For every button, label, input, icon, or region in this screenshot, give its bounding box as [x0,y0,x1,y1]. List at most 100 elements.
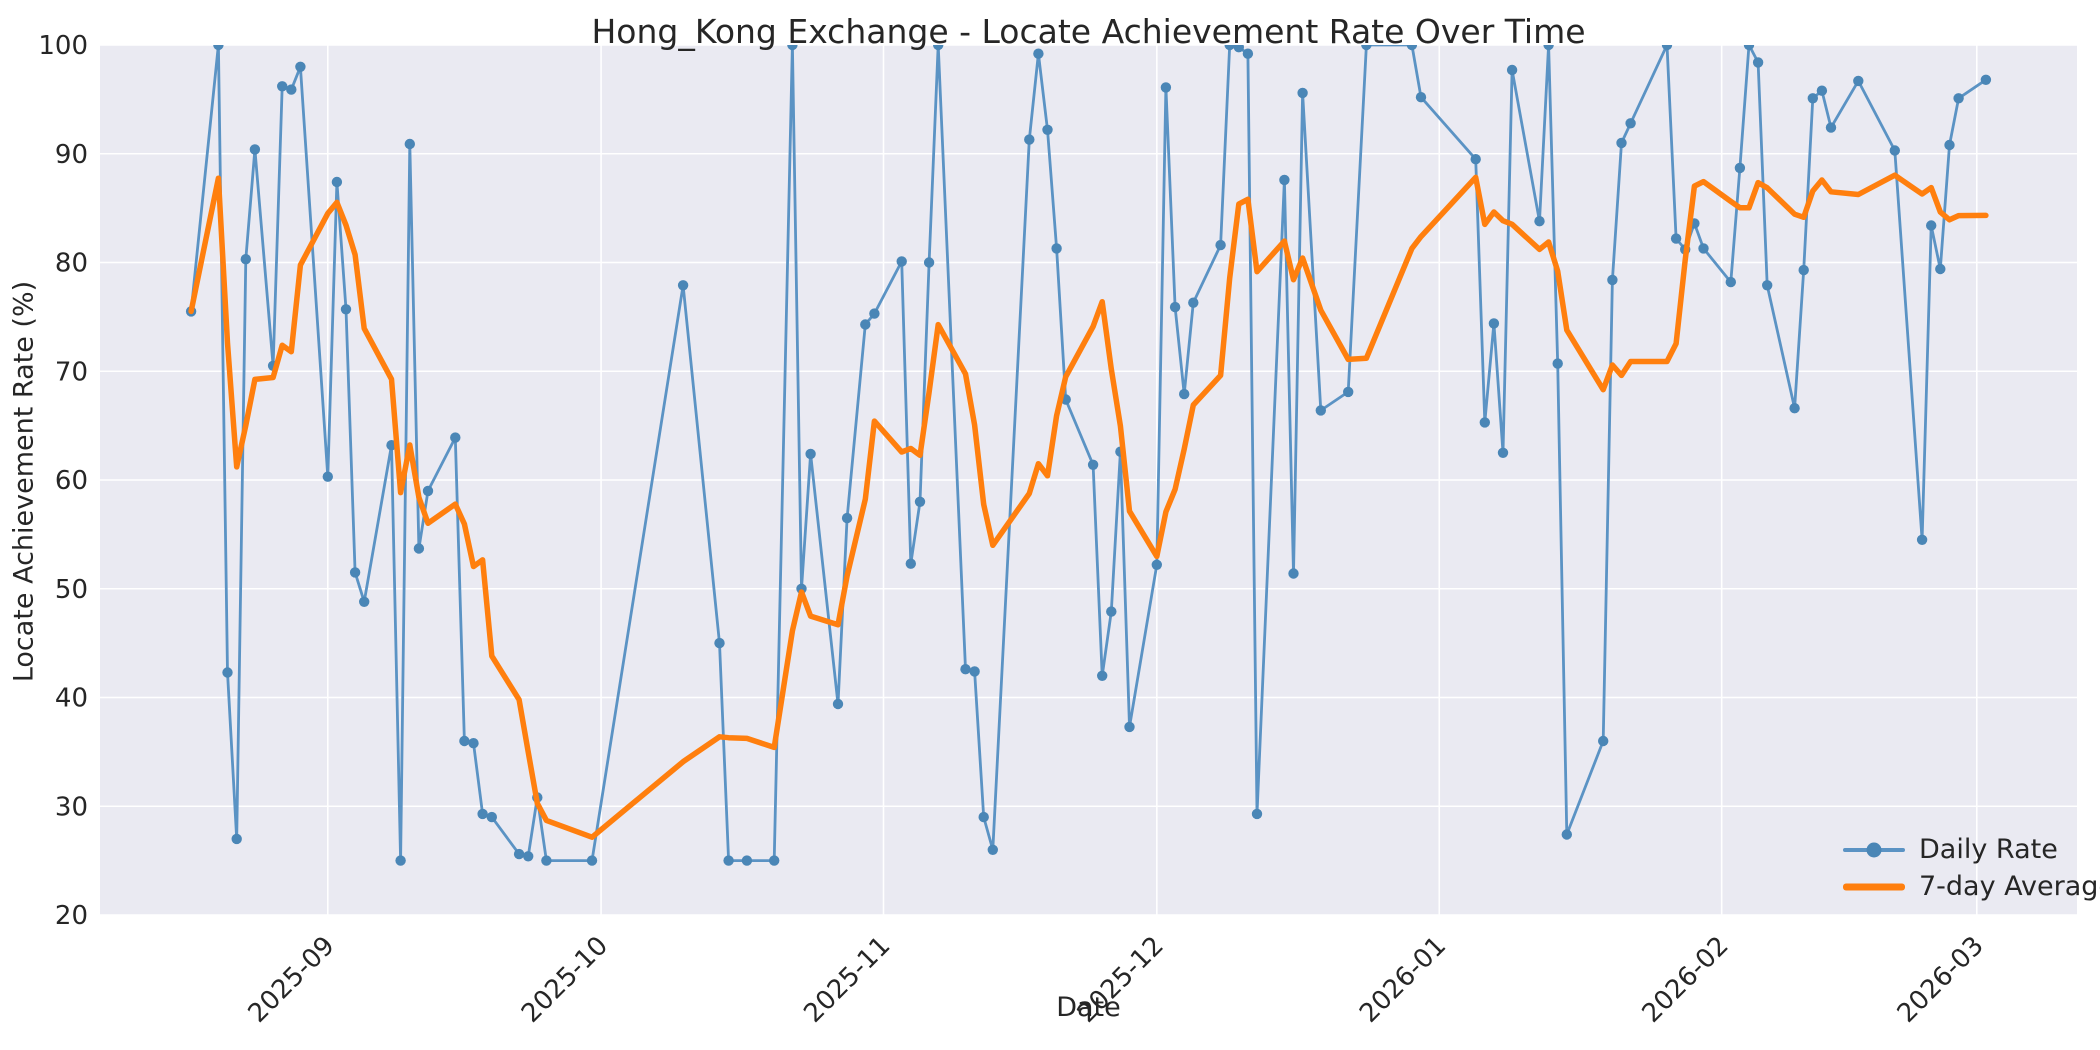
daily-rate-marker [1160,82,1172,93]
daily-rate-marker [1106,606,1117,617]
daily-rate-marker [769,855,780,866]
daily-rate-marker [422,485,434,497]
daily-rate-marker [1415,92,1427,103]
daily-rate-marker [1944,139,1955,151]
daily-rate-marker [1506,64,1518,76]
daily-rate-marker [1479,417,1491,428]
daily-rate-marker [933,45,944,51]
svg-text:30: 30 [55,792,88,822]
daily-rate-marker [832,698,844,710]
avg-line-swatch [1843,878,1905,896]
avg-line [188,172,1989,840]
daily-rate-marker [1233,45,1244,53]
daily-rate-marker [714,637,725,649]
daily-rate-marker [914,496,926,507]
legend-label-daily-rate: Daily Rate [1919,834,2058,865]
daily-rate-marker [1625,118,1636,129]
svg-text:40: 40 [55,684,88,714]
daily-rate-marker [468,738,479,749]
daily-rate-marker [1743,45,1755,51]
daily-rate-marker [1543,45,1554,51]
daily-rate-marker [477,808,488,820]
daily-rate-marker [1953,93,1964,104]
daily-rate-marker [1151,559,1163,570]
daily-rate-marker [249,144,261,155]
daily-rate-marker [1051,243,1062,254]
daily-rate-marker [1698,243,1709,254]
daily-rate-marker [987,844,998,855]
daily-rate-marker [1024,134,1035,145]
daily-rate-marker [1179,388,1190,400]
x-axis-label: Date [1056,992,1121,1023]
daily-rate-marker [787,45,798,51]
daily-rate-marker [905,558,916,569]
daily-rate-marker [1188,297,1199,308]
daily-rate-marker [1916,534,1928,545]
daily-rate-marker [1816,85,1828,96]
daily-rate-marker [222,667,233,678]
daily-rate-marker [349,567,361,578]
daily-rate-marker [805,448,816,460]
daily-rate-line-swatch [1843,841,1905,859]
daily-rate-marker [1607,274,1618,286]
daily-rate-marker [1279,174,1290,186]
daily-rate-marker [404,138,415,150]
daily-rate-marker [1598,735,1609,747]
daily-rate-marker [240,254,251,265]
daily-rate-marker [1853,75,1864,87]
daily-rate-marker [1406,45,1418,51]
daily-rate-marker [1935,263,1946,275]
svg-text:100: 100 [38,31,88,61]
daily-rate-marker [1488,318,1500,329]
daily-rate-marker [1251,808,1263,820]
series-daily-rate [185,45,1992,866]
daily-rate-marker [969,666,980,677]
y-axis-label: Locate Achievement Rate (%) [8,280,40,683]
daily-rate-marker [1042,124,1053,135]
daily-rate-marker [1169,301,1181,313]
daily-rate-marker [960,664,971,675]
daily-rate-marker [322,471,333,482]
daily-rate-marker [459,735,470,747]
daily-rate-marker [860,319,871,330]
daily-rate-marker [231,833,242,845]
svg-text:90: 90 [55,140,88,170]
legend: Daily Rate 7-day Average [1843,833,2100,903]
y-tick-labels: 20 30 40 50 60 70 80 90 100 [38,31,88,931]
daily-rate-marker [1297,87,1308,99]
daily-rate-marker [1661,45,1673,51]
daily-rate-marker [1825,122,1837,133]
daily-rate-marker [1926,220,1937,231]
daily-rate-marker [1670,233,1682,244]
daily-rate-marker [1789,403,1800,414]
daily-rate-marker [1124,721,1135,733]
daily-rate-marker [723,855,734,866]
daily-rate-marker [1224,45,1235,51]
legend-item-daily-rate: Daily Rate [1843,833,2100,866]
daily-rate-marker [1561,829,1573,840]
series-7day-average [188,172,1989,840]
daily-rate-marker [1725,276,1737,288]
daily-rate-marker [277,81,288,92]
daily-rate-marker [1798,264,1809,276]
daily-rate-marker [841,512,853,524]
daily-rate-marker [978,811,989,823]
daily-rate-marker [1497,447,1509,458]
daily-rate-marker [1616,137,1627,149]
daily-rate-marker [741,855,753,866]
svg-text:20: 20 [55,901,88,931]
svg-text:80: 80 [55,249,88,279]
daily-rate-marker [1889,145,1901,156]
daily-rate-marker [1980,74,1992,86]
daily-rate-marker [586,855,598,866]
svg-text:50: 50 [55,575,88,605]
daily-rate-marker [413,543,425,554]
daily-rate-marker [513,848,525,860]
daily-rate-marker [896,256,907,267]
chart-title: Hong_Kong Exchange - Locate Achievement … [591,12,1586,51]
daily-rate-marker [541,855,552,866]
daily-rate-marker [450,432,461,443]
daily-rate-marker [1534,216,1545,227]
daily-rate-marker [340,304,352,315]
